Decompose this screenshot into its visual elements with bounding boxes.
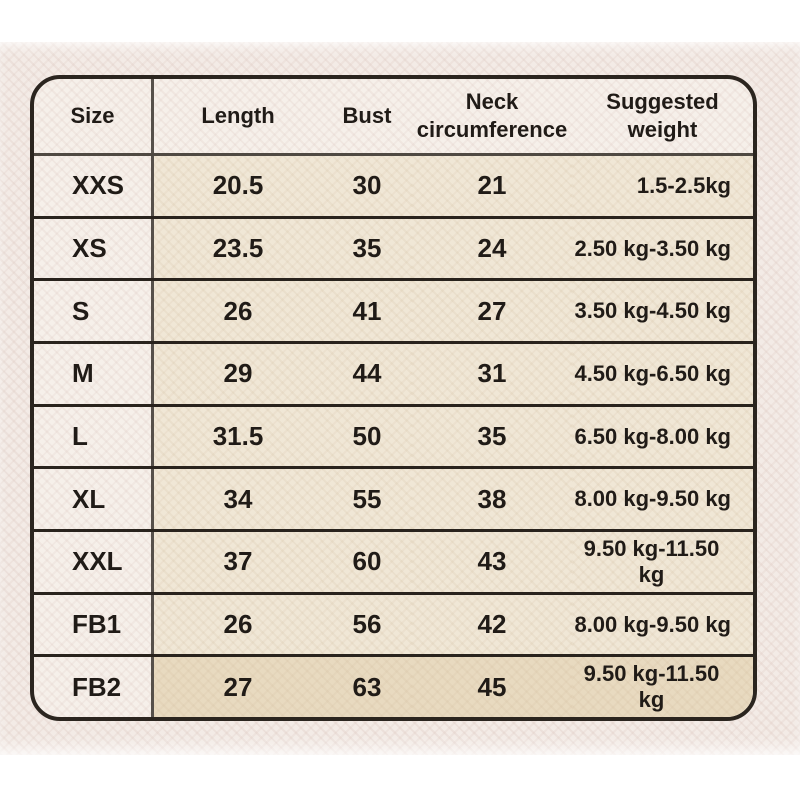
header-neck-circumference: Neck circumference	[412, 79, 572, 153]
suggested-weight-cell: 8.00 kg-9.50 kg	[572, 469, 753, 530]
neck-circumference-cell: 45	[412, 657, 572, 717]
size-cell: XXL	[34, 532, 154, 592]
suggested-weight-cell: 3.50 kg-4.50 kg	[572, 281, 753, 342]
table-row: M 29 44 31 4.50 kg-6.50 kg	[34, 341, 753, 404]
size-cell: FB1	[34, 594, 154, 655]
length-cell: 26	[154, 281, 322, 342]
bust-cell: 30	[322, 156, 412, 216]
size-cell: XXS	[34, 156, 154, 216]
table-row: S 26 41 27 3.50 kg-4.50 kg	[34, 278, 753, 342]
length-cell: 37	[154, 532, 322, 592]
table-row: L 31.5 50 35 6.50 kg-8.00 kg	[34, 403, 753, 467]
bust-cell: 55	[322, 469, 412, 530]
header-length: Length	[154, 79, 322, 153]
neck-circumference-cell: 38	[412, 469, 572, 530]
suggested-weight-cell: 1.5-2.5kg	[572, 156, 753, 216]
bust-cell: 35	[322, 218, 412, 279]
header-neck-label: Neck circumference	[416, 89, 568, 142]
bust-cell: 44	[322, 344, 412, 404]
bust-cell: 50	[322, 406, 412, 467]
neck-circumference-cell: 43	[412, 532, 572, 592]
neck-circumference-cell: 42	[412, 594, 572, 655]
neck-circumference-cell: 31	[412, 344, 572, 404]
table-row: XXL 37 60 43 9.50 kg-11.50 kg	[34, 529, 753, 592]
header-bust: Bust	[322, 79, 412, 153]
suggested-weight-cell: 9.50 kg-11.50 kg	[572, 657, 753, 717]
length-cell: 31.5	[154, 406, 322, 467]
table-row: XL 34 55 38 8.00 kg-9.50 kg	[34, 466, 753, 530]
header-size: Size	[34, 79, 154, 153]
table-row: FB2 27 63 45 9.50 kg-11.50 kg	[34, 654, 753, 717]
bust-cell: 41	[322, 281, 412, 342]
header-weight-label: Suggested weight	[606, 89, 719, 142]
size-cell: M	[34, 344, 154, 404]
bust-cell: 60	[322, 532, 412, 592]
suggested-weight-cell: 2.50 kg-3.50 kg	[572, 218, 753, 279]
length-cell: 29	[154, 344, 322, 404]
header-size-label: Size	[70, 103, 115, 128]
suggested-weight-cell: 4.50 kg-6.50 kg	[572, 344, 753, 404]
suggested-weight-cell: 6.50 kg-8.00 kg	[572, 406, 753, 467]
neck-circumference-cell: 35	[412, 406, 572, 467]
length-cell: 27	[154, 657, 322, 717]
suggested-weight-cell: 8.00 kg-9.50 kg	[572, 594, 753, 655]
size-cell: L	[34, 406, 154, 467]
neck-circumference-cell: 24	[412, 218, 572, 279]
bust-cell: 63	[322, 657, 412, 717]
size-cell: S	[34, 281, 154, 342]
table-row: XXS 20.5 30 21 1.5-2.5kg	[34, 156, 753, 216]
suggested-weight-cell: 9.50 kg-11.50 kg	[572, 532, 753, 592]
table-header-row: Size Length Bust Neck circumference Sugg…	[34, 79, 753, 156]
bust-cell: 56	[322, 594, 412, 655]
length-cell: 34	[154, 469, 322, 530]
size-cell: XL	[34, 469, 154, 530]
size-cell: XS	[34, 218, 154, 279]
length-cell: 20.5	[154, 156, 322, 216]
table-row: XS 23.5 35 24 2.50 kg-3.50 kg	[34, 215, 753, 279]
neck-circumference-cell: 27	[412, 281, 572, 342]
table-row: FB1 26 56 42 8.00 kg-9.50 kg	[34, 591, 753, 655]
header-suggested-weight: Suggested weight	[572, 79, 753, 153]
length-cell: 23.5	[154, 218, 322, 279]
size-chart-table: Size Length Bust Neck circumference Sugg…	[30, 75, 757, 721]
neck-circumference-cell: 21	[412, 156, 572, 216]
header-length-label: Length	[201, 103, 275, 128]
length-cell: 26	[154, 594, 322, 655]
size-cell: FB2	[34, 657, 154, 717]
header-bust-label: Bust	[342, 103, 392, 128]
